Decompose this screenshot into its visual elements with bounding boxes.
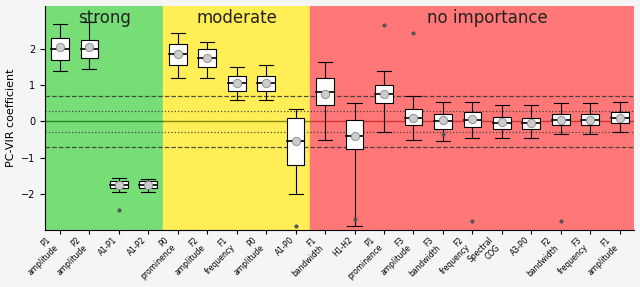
Bar	[81, 40, 98, 58]
Bar	[434, 114, 452, 129]
Bar	[228, 76, 246, 91]
Y-axis label: PC-VIR coefficient: PC-VIR coefficient	[6, 69, 15, 167]
Bar	[140, 181, 157, 189]
Bar	[375, 85, 393, 103]
Bar	[404, 109, 422, 125]
Bar	[611, 113, 628, 123]
Text: no importance: no importance	[427, 9, 547, 27]
Bar	[169, 44, 187, 65]
Bar	[581, 114, 599, 125]
Bar	[163, 5, 310, 230]
Bar	[316, 78, 334, 105]
Bar	[493, 117, 511, 129]
Text: strong: strong	[77, 9, 131, 27]
Bar	[51, 38, 68, 60]
Bar	[310, 5, 634, 230]
Bar	[110, 181, 128, 189]
Bar	[198, 49, 216, 67]
Bar	[45, 5, 163, 230]
Bar	[257, 76, 275, 91]
Bar	[346, 120, 364, 149]
Bar	[287, 118, 305, 165]
Bar	[552, 114, 570, 125]
Text: moderate: moderate	[196, 9, 277, 27]
Bar	[463, 113, 481, 127]
Bar	[522, 118, 540, 129]
